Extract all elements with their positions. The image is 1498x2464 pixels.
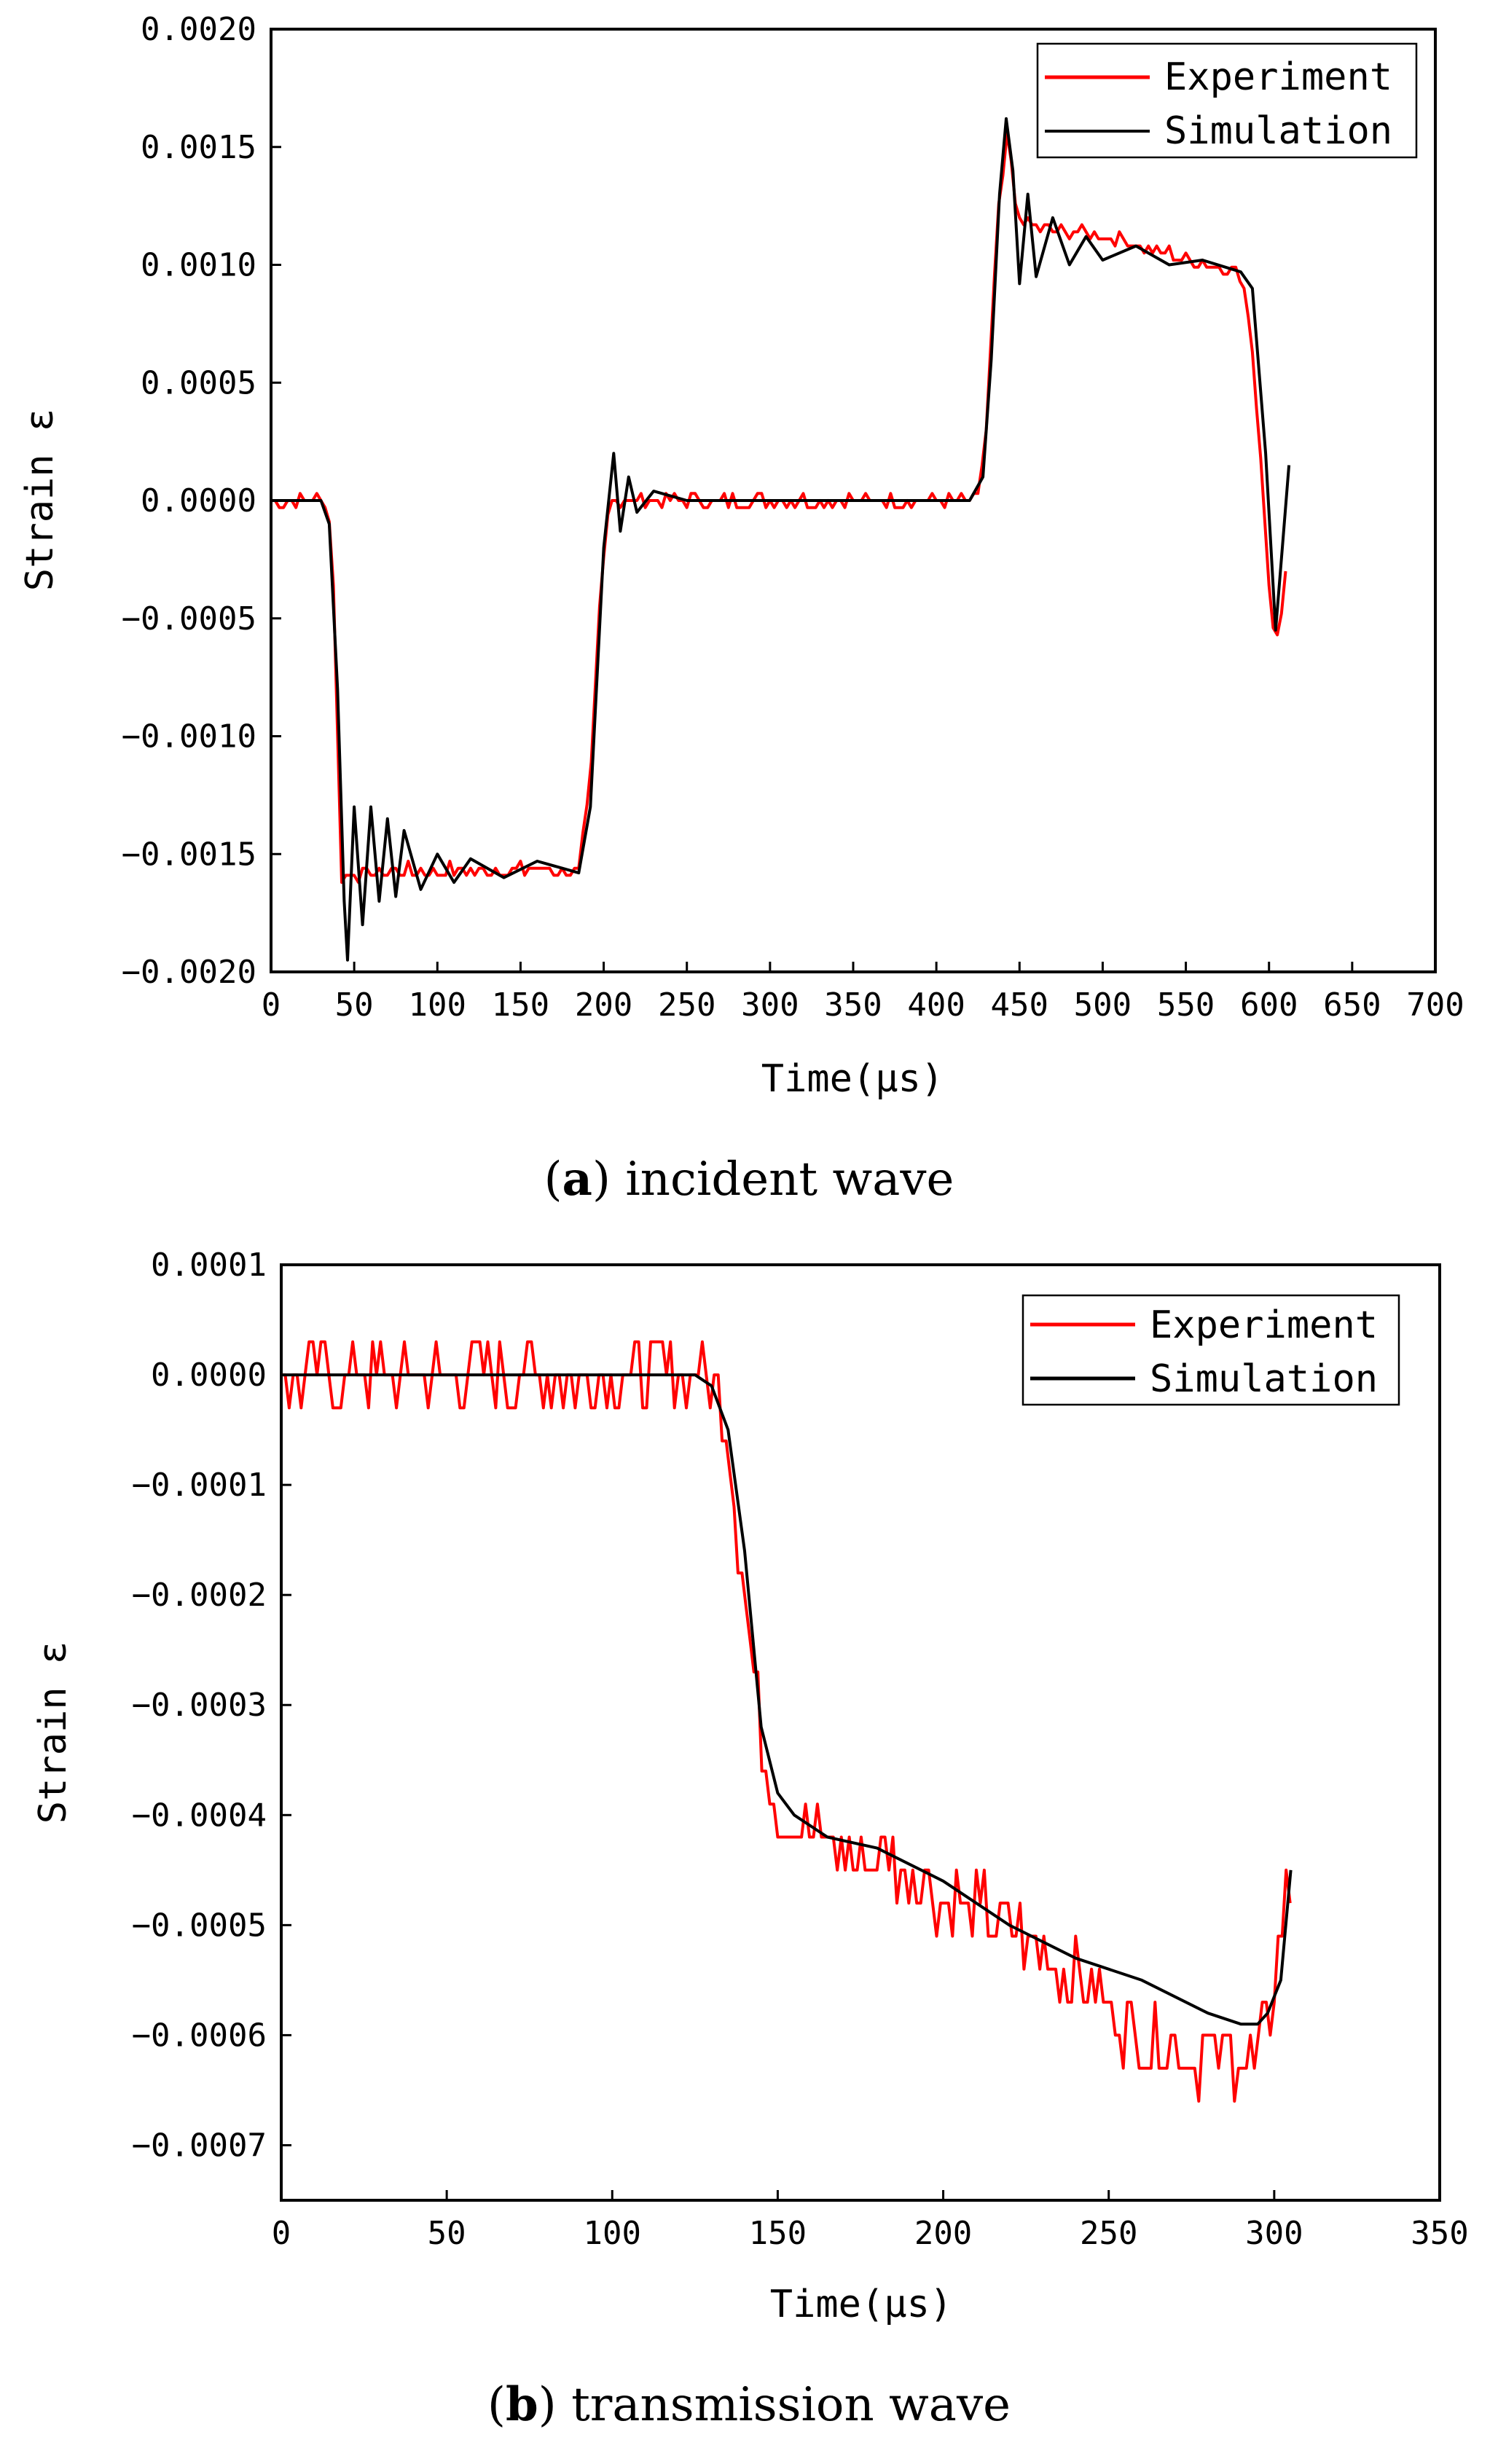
x-tick-label: 100	[409, 986, 466, 1024]
plot-frame	[280, 1263, 1441, 2202]
y-tick-label: 0.0010	[141, 247, 256, 284]
x-tick-label: 50	[335, 986, 374, 1024]
y-tick-label: −0.0007	[132, 2127, 267, 2164]
x-tick-label: 400	[907, 986, 965, 1024]
series-experiment	[271, 131, 1287, 884]
caption-text: incident wave	[625, 1153, 954, 1207]
caption-b: (b) transmission wave	[487, 2377, 1011, 2432]
y-tick-label: −0.0003	[132, 1687, 267, 1724]
y-tick-label: −0.0002	[132, 1577, 267, 1614]
legend-box	[1036, 42, 1418, 159]
y-tick-label: 0.0005	[141, 364, 256, 401]
x-tick-label: 700	[1406, 986, 1464, 1024]
y-axis-label: Strain ε	[31, 1641, 75, 1824]
x-tick-label: 350	[824, 986, 882, 1024]
x-tick-label: 50	[428, 2215, 466, 2252]
y-tick-label: −0.0020	[122, 954, 256, 991]
caption-text: transmission wave	[571, 2378, 1011, 2432]
y-tick-label: 0.0000	[141, 482, 256, 519]
x-tick-label: 250	[1080, 2215, 1137, 2252]
x-tick-label: 350	[1411, 2215, 1468, 2252]
legend: Experiment Simulation	[1021, 1294, 1400, 1406]
x-tick-label: 450	[991, 986, 1048, 1024]
chart-transmission-wave: 0 50 100 150 200 250 300 350 0.0001 0.0000 −0.0001…	[31, 1247, 1469, 2432]
x-tick-label: 300	[741, 986, 799, 1024]
y-tick-label: −0.0005	[122, 600, 256, 637]
y-tick-label: −0.0001	[132, 1467, 267, 1504]
y-tick-label: 0.0015	[141, 129, 256, 166]
y-tick-label: 0.0020	[141, 11, 256, 48]
y-tick-label: −0.0004	[132, 1797, 267, 1834]
caption-letter: a	[562, 1152, 592, 1207]
series-simulation	[271, 117, 1291, 962]
x-tick-label: 0	[272, 2215, 291, 2252]
x-tick-label: 0	[262, 986, 281, 1024]
x-axis-label: Time(μs)	[761, 1057, 944, 1101]
caption-letter: b	[506, 2377, 538, 2432]
x-tick-label: 200	[575, 986, 632, 1024]
y-tick-label: −0.0010	[122, 718, 256, 756]
x-tick-label: 250	[658, 986, 715, 1024]
x-tick-label: 650	[1323, 986, 1381, 1024]
y-tick-label: 0.0001	[151, 1247, 267, 1284]
y-tick-label: −0.0005	[132, 1907, 267, 1944]
legend: Experiment Simulation	[1036, 42, 1418, 159]
x-tick-label: 550	[1157, 986, 1215, 1024]
y-tick-label: −0.0006	[132, 2017, 267, 2054]
x-tick-label: 150	[749, 2215, 807, 2252]
x-tick-label: 600	[1240, 986, 1298, 1024]
legend-label-simulation: Simulation	[1150, 1357, 1378, 1401]
x-tick-label: 200	[914, 2215, 972, 2252]
legend-box	[1021, 1294, 1400, 1406]
x-tick-label: 100	[584, 2215, 641, 2252]
chart-incident-wave: 0 50 100 150 200 250 300 350 400 450 500 550 600 650 7…	[18, 11, 1464, 1207]
y-tick-label: 0.0000	[151, 1357, 267, 1394]
x-tick-label: 500	[1074, 986, 1132, 1024]
y-axis-label: Strain ε	[18, 409, 62, 591]
x-tick-label: 300	[1245, 2215, 1303, 2252]
legend-label-simulation: Simulation	[1164, 109, 1392, 153]
legend-label-experiment: Experiment	[1150, 1303, 1378, 1347]
x-axis-label: Time(μs)	[770, 2283, 952, 2326]
legend-label-experiment: Experiment	[1164, 55, 1392, 99]
x-tick-label: 150	[492, 986, 549, 1024]
caption-a: (a) incident wave	[544, 1152, 954, 1207]
series-simulation	[281, 1373, 1293, 2026]
series-experiment	[281, 1340, 1292, 2103]
y-tick-label: −0.0015	[122, 836, 256, 873]
